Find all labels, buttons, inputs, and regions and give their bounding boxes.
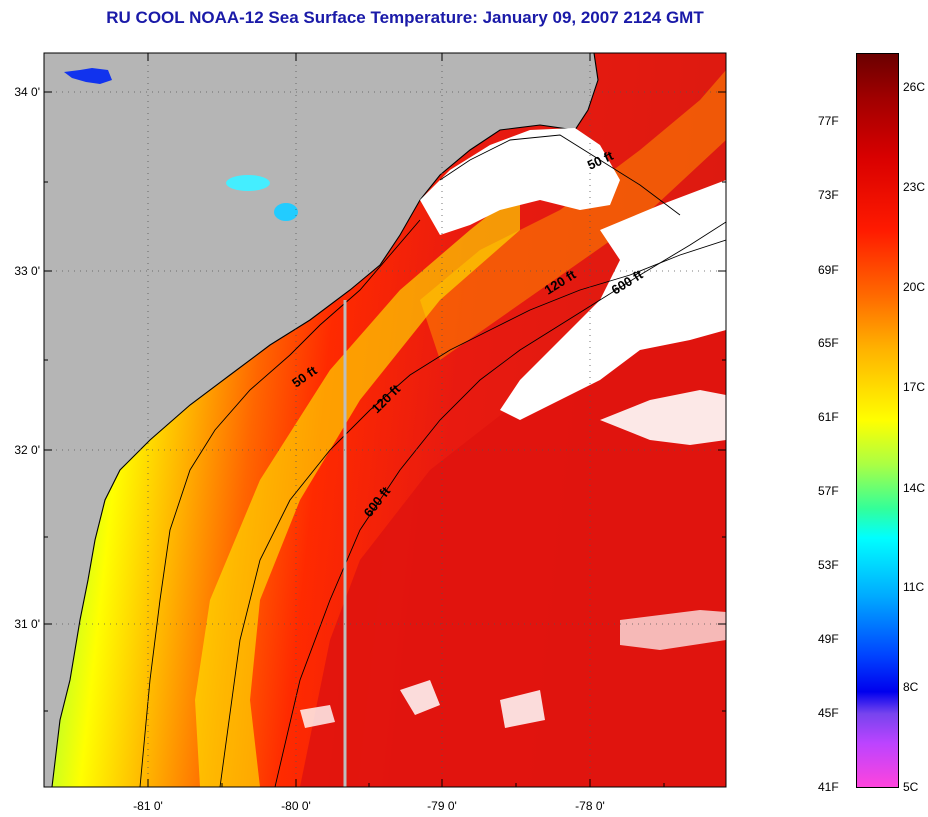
cb-c-8: 8C	[903, 680, 919, 694]
cb-c-23: 23C	[903, 180, 926, 194]
lon-label-80: -80 0'	[281, 799, 311, 813]
cb-c-17: 17C	[903, 380, 926, 394]
lon-label-79: -79 0'	[427, 799, 457, 813]
cb-f-61: 61F	[818, 410, 839, 424]
contour-50ft	[139, 134, 681, 787]
cb-c-5: 5C	[903, 780, 919, 794]
lake-2	[274, 203, 298, 221]
orange-band	[420, 70, 726, 360]
cb-f-73: 73F	[818, 188, 839, 202]
lake-1	[226, 175, 270, 191]
cb-f-45: 45F	[818, 706, 839, 720]
cb-f-53: 53F	[818, 558, 839, 572]
cloud-north-bay	[420, 128, 620, 235]
tick-marks	[44, 53, 726, 787]
land-mass	[44, 53, 598, 787]
cb-c-20: 20C	[903, 280, 926, 294]
cloud-south-3	[620, 610, 726, 650]
cloud-east	[600, 390, 726, 445]
contour-600ft	[274, 221, 726, 787]
map-frame	[43, 52, 727, 788]
cloud-south-4	[300, 705, 335, 728]
cb-f-69: 69F	[818, 263, 839, 277]
cb-f-65: 65F	[818, 336, 839, 350]
lake-3	[64, 68, 112, 84]
contour-120ft	[219, 239, 726, 787]
lat-label-34: 34 0'	[14, 85, 40, 99]
yellow-band	[195, 190, 520, 787]
map-title: RU COOL NOAA-12 Sea Surface Temperature:…	[106, 8, 704, 27]
coastline	[51, 53, 599, 787]
lat-label-31: 31 0'	[14, 617, 40, 631]
cloud-south-2	[500, 690, 545, 728]
warm-core	[300, 250, 726, 787]
lat-label-33: 33 0'	[14, 264, 40, 278]
cb-c-26: 26C	[903, 80, 926, 94]
cb-f-77: 77F	[818, 114, 839, 128]
cb-f-57: 57F	[818, 484, 839, 498]
cloud-south-1	[400, 680, 440, 715]
lat-label-32: 32 0'	[14, 443, 40, 457]
graticule	[44, 53, 726, 787]
cloud-northeast	[500, 180, 726, 420]
cb-f-49: 49F	[818, 632, 839, 646]
colorbar	[856, 53, 899, 788]
cb-c-11: 11C	[903, 580, 925, 594]
cb-c-14: 14C	[903, 481, 926, 495]
cb-f-41: 41F	[818, 780, 839, 794]
lon-label-78: -78 0'	[575, 799, 605, 813]
lon-label-81: -81 0'	[133, 799, 163, 813]
